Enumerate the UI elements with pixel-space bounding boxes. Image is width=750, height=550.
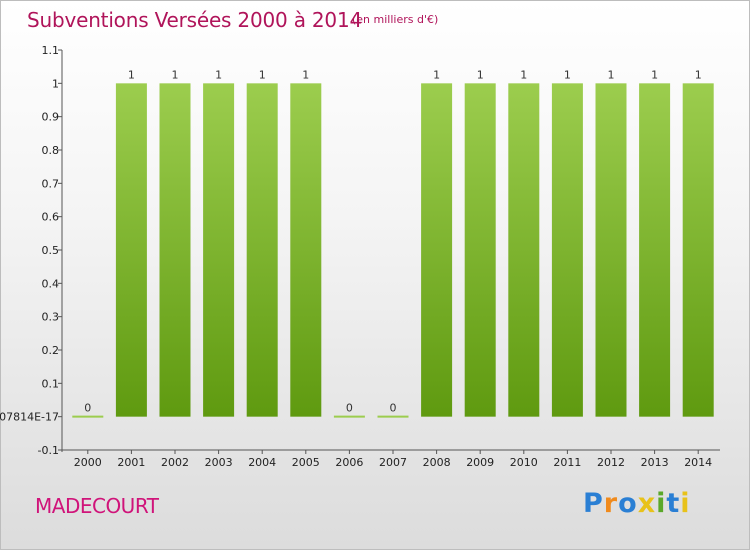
logo-letter: r xyxy=(603,488,619,519)
x-tick-label: 2010 xyxy=(510,456,538,469)
logo-letter: t xyxy=(666,488,681,519)
y-tick-label: 0.6 xyxy=(42,211,60,224)
bar xyxy=(508,83,540,417)
y-tick-label: 0.3 xyxy=(42,311,60,324)
y-tick-label: 1 xyxy=(52,77,59,90)
x-tick-label: 2008 xyxy=(423,456,451,469)
x-tick-label: 2007 xyxy=(379,456,407,469)
bar xyxy=(682,83,714,417)
y-tick-label: 0.1 xyxy=(42,377,60,390)
data-label: 1 xyxy=(651,68,658,81)
x-tick-label: 2011 xyxy=(553,456,581,469)
x-tick-label: 2005 xyxy=(292,456,320,469)
proxiti-logo: Proxiti xyxy=(583,488,691,519)
data-label: 1 xyxy=(128,68,135,81)
y-tick-label: 0.5 xyxy=(42,244,60,257)
bar xyxy=(203,83,235,417)
data-label: 1 xyxy=(302,68,309,81)
data-label: 1 xyxy=(259,68,266,81)
x-tick-label: 2003 xyxy=(205,456,233,469)
data-label: 0 xyxy=(390,402,397,415)
logo-letter: i xyxy=(680,488,691,519)
bar xyxy=(464,83,496,417)
x-tick-label: 2013 xyxy=(641,456,669,469)
data-label: 1 xyxy=(695,68,702,81)
x-tick-label: 2001 xyxy=(117,456,145,469)
data-label: 1 xyxy=(172,68,179,81)
data-label: 1 xyxy=(215,68,222,81)
data-label: 1 xyxy=(477,68,484,81)
bar xyxy=(421,83,453,417)
chart-title: Subventions Versées 2000 à 2014 xyxy=(27,8,363,32)
bar xyxy=(639,83,671,417)
x-tick-label: 2012 xyxy=(597,456,625,469)
y-tick-label: 0.4 xyxy=(42,277,60,290)
logo-letter: i xyxy=(656,488,667,519)
data-label: 0 xyxy=(84,402,91,415)
logo-letter: o xyxy=(618,488,638,519)
data-label: 1 xyxy=(564,68,571,81)
x-tick-label: 2004 xyxy=(248,456,276,469)
bar xyxy=(115,83,147,417)
data-label: 1 xyxy=(608,68,615,81)
bar xyxy=(551,83,583,417)
y-tick-label: 0.2 xyxy=(42,344,60,357)
data-label: 1 xyxy=(520,68,527,81)
logo-letter: P xyxy=(583,488,604,519)
x-tick-label: 2006 xyxy=(335,456,363,469)
logo-letter: x xyxy=(637,488,657,519)
x-tick-label: 2000 xyxy=(74,456,102,469)
commune-name: MADECOURT xyxy=(35,494,159,518)
y-tick-label: 0.9 xyxy=(42,111,60,124)
bar xyxy=(290,83,322,417)
bar xyxy=(246,83,278,417)
bar xyxy=(595,83,627,417)
y-tick-label: 0.8 xyxy=(42,144,60,157)
x-tick-label: 2014 xyxy=(684,456,712,469)
x-tick-label: 2009 xyxy=(466,456,494,469)
data-label: 1 xyxy=(433,68,440,81)
y-tick-label: 1.1 xyxy=(42,44,60,57)
data-label: 0 xyxy=(346,402,353,415)
y-tick-label: 1.3877787807814E-17 xyxy=(0,411,59,424)
chart-unit: (en milliers d'€) xyxy=(352,13,439,26)
y-tick-label: 0.7 xyxy=(42,177,60,190)
x-tick-label: 2002 xyxy=(161,456,189,469)
bar xyxy=(159,83,191,417)
y-tick-label: -0.1 xyxy=(38,444,59,457)
